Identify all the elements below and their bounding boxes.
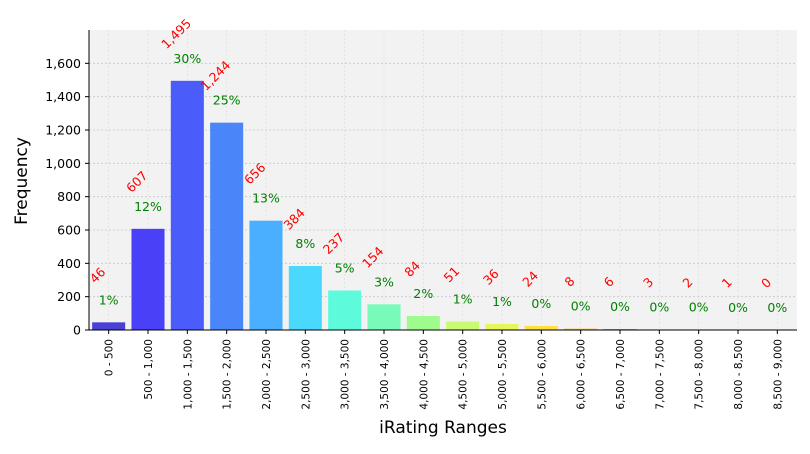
percent-label: 0% [531,296,551,311]
x-tick-label: 7,000 - 7,500 [654,339,666,410]
percent-label: 0% [649,300,669,315]
bar [210,123,243,330]
x-tick-label: 6,000 - 6,500 [576,339,588,410]
bar [92,322,125,330]
percent-label: 0% [610,299,630,314]
y-tick-label: 1,000 [45,156,81,171]
bar [131,229,164,330]
percent-label: 12% [134,199,162,214]
x-tick-label: 8,000 - 8,500 [733,339,745,410]
y-tick-label: 1,200 [45,123,81,138]
x-tick-label: 5,500 - 6,000 [536,339,548,410]
x-tick-label: 4,500 - 5,000 [458,339,470,410]
y-tick-label: 0 [73,323,81,338]
x-axis-label: iRating Ranges [379,418,507,438]
y-tick-label: 400 [57,256,81,271]
bar [407,316,440,330]
bar [485,324,518,330]
y-tick-label: 800 [57,189,81,204]
bar [249,221,282,330]
percent-label: 1% [492,294,512,309]
x-tick-label: 6,500 - 7,000 [615,339,627,410]
percent-label: 3% [374,274,394,289]
bar [525,326,558,330]
bar [446,322,479,331]
x-tick-label: 2,500 - 3,000 [300,339,312,410]
percent-label: 0% [571,299,591,314]
x-tick-label: 500 - 1,000 [143,339,155,400]
bar [289,266,322,330]
x-tick-label: 4,000 - 4,500 [418,339,430,410]
x-tick-label: 0 - 500 [104,339,116,376]
x-tick-label: 3,000 - 3,500 [340,339,352,410]
percent-label: 25% [213,93,241,108]
y-tick-label: 200 [57,289,81,304]
percent-label: 0% [767,300,787,315]
x-tick-label: 3,500 - 4,000 [379,339,391,410]
x-tick-label: 5,000 - 5,500 [497,339,509,410]
x-tick-label: 7,500 - 8,000 [694,339,706,410]
percent-label: 5% [335,261,355,276]
percent-label: 0% [728,300,748,315]
percent-label: 13% [252,191,280,206]
y-axis-label: Frequency [12,137,32,225]
percent-label: 30% [173,51,201,66]
percent-label: 1% [99,292,119,307]
bar [367,304,400,330]
bar [171,81,204,330]
percent-label: 1% [453,292,473,307]
y-tick-label: 1,600 [45,56,81,71]
y-tick-label: 600 [57,223,81,238]
y-tick-label: 1,400 [45,89,81,104]
x-tick-label: 2,000 - 2,500 [261,339,273,410]
percent-label: 0% [689,300,709,315]
percent-label: 2% [413,286,433,301]
x-tick-label: 8,500 - 9,000 [772,339,784,410]
percent-label: 8% [295,236,315,251]
bar [328,291,361,331]
x-tick-label: 1,000 - 1,500 [182,339,194,410]
x-tick-label: 1,500 - 2,000 [222,339,234,410]
